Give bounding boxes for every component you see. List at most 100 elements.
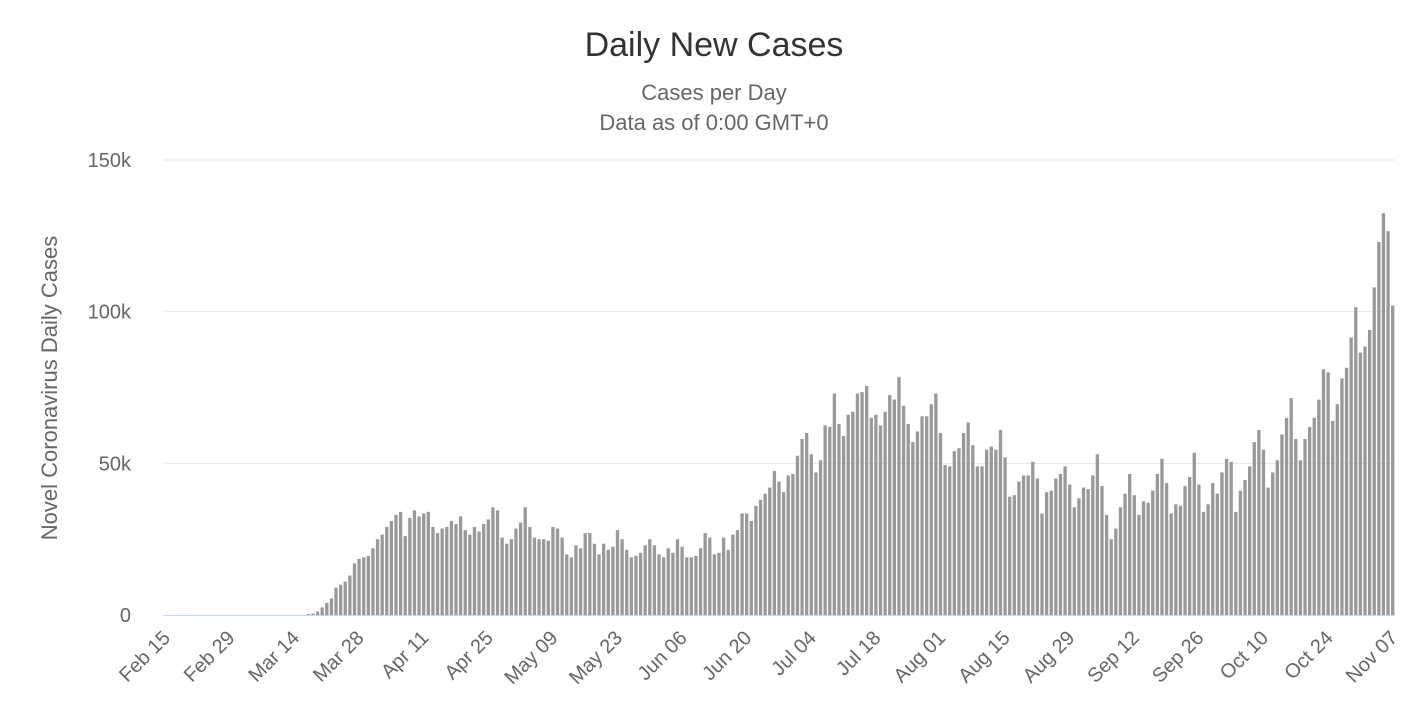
bar[interactable] [1294, 439, 1298, 615]
bar[interactable] [1160, 458, 1164, 615]
bar[interactable] [1367, 329, 1372, 615]
bar[interactable] [745, 513, 749, 615]
bar[interactable] [1003, 457, 1007, 615]
bar[interactable] [800, 439, 804, 615]
bar[interactable] [975, 466, 980, 615]
bar[interactable] [348, 575, 352, 615]
bar[interactable] [689, 557, 693, 615]
bar[interactable] [1026, 475, 1030, 615]
bar[interactable] [994, 449, 998, 615]
bar[interactable] [560, 537, 564, 615]
bar[interactable] [666, 548, 670, 615]
bar[interactable] [1031, 461, 1035, 615]
bar[interactable] [592, 543, 597, 615]
bar[interactable] [897, 376, 901, 615]
bar[interactable] [1109, 539, 1113, 615]
bar[interactable] [823, 425, 827, 615]
bar[interactable] [1229, 461, 1233, 615]
bar[interactable] [472, 527, 477, 615]
bar[interactable] [620, 539, 624, 615]
bar[interactable] [334, 587, 338, 615]
bar[interactable] [1289, 398, 1293, 615]
bar[interactable] [1021, 475, 1026, 615]
bar[interactable] [458, 516, 463, 615]
bar[interactable] [357, 558, 361, 615]
bar[interactable] [1058, 473, 1063, 615]
bar[interactable] [1169, 513, 1173, 615]
bar[interactable] [708, 537, 712, 615]
bar[interactable] [795, 455, 800, 615]
bar[interactable] [1192, 452, 1196, 615]
bar[interactable] [574, 545, 578, 615]
bar[interactable] [915, 431, 920, 615]
bar[interactable] [1363, 346, 1367, 615]
bar[interactable] [1331, 420, 1335, 615]
bar[interactable] [740, 513, 744, 615]
bar[interactable] [505, 543, 509, 615]
bar[interactable] [731, 534, 735, 615]
bar[interactable] [578, 548, 583, 615]
bar[interactable] [1012, 495, 1016, 615]
bar[interactable] [768, 487, 772, 615]
bar[interactable] [500, 537, 504, 615]
bar[interactable] [832, 393, 837, 615]
bar[interactable] [546, 540, 550, 615]
bar[interactable] [869, 417, 873, 615]
bar[interactable] [846, 414, 850, 615]
bar[interactable] [362, 557, 366, 615]
bar[interactable] [685, 557, 689, 615]
bar[interactable] [998, 429, 1003, 615]
bar[interactable] [468, 534, 472, 615]
bar[interactable] [445, 527, 449, 615]
bar[interactable] [569, 557, 574, 615]
bar[interactable] [1068, 484, 1072, 615]
bar[interactable] [1340, 378, 1344, 615]
bar[interactable] [1132, 495, 1136, 615]
bar[interactable] [680, 546, 684, 615]
bar[interactable] [888, 395, 892, 615]
bar[interactable] [694, 555, 698, 615]
bar[interactable] [1349, 337, 1353, 615]
bar[interactable] [1049, 490, 1053, 615]
bar[interactable] [1197, 484, 1201, 615]
bar[interactable] [426, 511, 430, 615]
bar[interactable] [934, 393, 938, 615]
bar[interactable] [984, 449, 989, 615]
bar[interactable] [1303, 439, 1307, 615]
bar[interactable] [966, 422, 970, 615]
bar[interactable] [1141, 501, 1146, 615]
bar[interactable] [758, 499, 763, 615]
bar[interactable] [961, 433, 966, 615]
bar[interactable] [385, 527, 389, 615]
bar[interactable] [1321, 369, 1326, 615]
bar[interactable] [551, 527, 555, 615]
bar[interactable] [1178, 505, 1183, 615]
bar[interactable] [371, 548, 375, 615]
bar[interactable] [1243, 480, 1247, 615]
bar[interactable] [1247, 466, 1252, 615]
bar[interactable] [509, 539, 514, 615]
bar[interactable] [338, 584, 343, 615]
bar[interactable] [943, 464, 947, 615]
bar[interactable] [315, 611, 320, 615]
bar[interactable] [643, 545, 647, 615]
bar[interactable] [412, 510, 417, 615]
bar[interactable] [408, 517, 412, 615]
bar[interactable] [878, 425, 883, 615]
bar[interactable] [435, 533, 440, 615]
bar[interactable] [957, 448, 961, 615]
bar[interactable] [1224, 458, 1229, 615]
bar[interactable] [828, 426, 832, 615]
bar[interactable] [422, 513, 426, 615]
bar[interactable] [1114, 528, 1118, 615]
bar[interactable] [1044, 492, 1049, 615]
bar[interactable] [763, 493, 767, 615]
bar[interactable] [1284, 417, 1289, 615]
bar[interactable] [565, 554, 569, 615]
bar[interactable] [417, 516, 421, 615]
bar[interactable] [477, 531, 481, 615]
bar[interactable] [1215, 493, 1220, 615]
bar[interactable] [837, 423, 841, 615]
bar[interactable] [1317, 399, 1321, 615]
bar[interactable] [634, 555, 638, 615]
